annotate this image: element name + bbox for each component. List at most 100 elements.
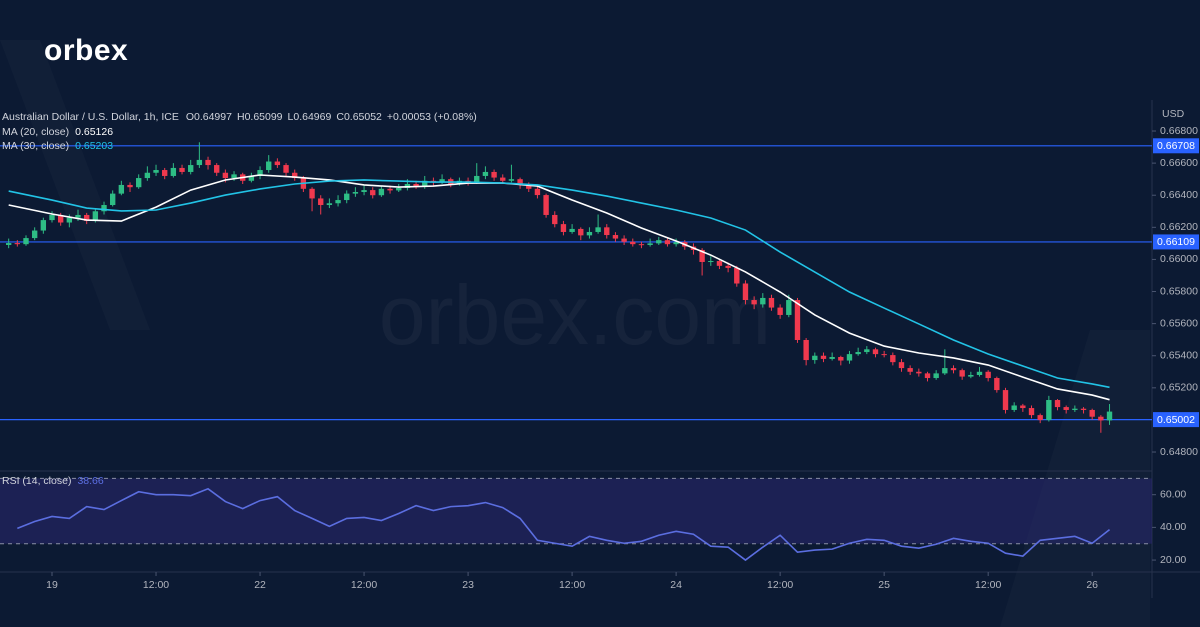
candle-body	[361, 190, 367, 193]
legend-text: 0.65203	[75, 140, 113, 152]
candle-body	[604, 227, 610, 236]
x-tick-label: 12:00	[559, 579, 585, 591]
candle-body	[439, 179, 445, 183]
candle-body	[768, 297, 775, 308]
candle-body	[1098, 416, 1104, 421]
candle-body	[352, 192, 359, 194]
level-label: 0.66109	[1157, 236, 1195, 248]
candle-body	[248, 175, 255, 181]
rsi-band	[0, 478, 1152, 544]
x-tick-label: 19	[46, 579, 58, 591]
candle-body	[196, 159, 203, 166]
candle-body	[66, 217, 73, 223]
candle-body	[1080, 408, 1087, 410]
candle-body	[638, 244, 645, 246]
candle-body	[5, 243, 12, 245]
legend-text: O	[186, 111, 194, 123]
candle-body	[1020, 405, 1026, 409]
y-tick-label: 0.66800	[1160, 125, 1198, 137]
y-tick-label: 0.65800	[1160, 285, 1198, 297]
legend-text: 0.65126	[75, 126, 113, 138]
candle-body	[1011, 405, 1017, 410]
legend-text: Australian Dollar / U.S. Dollar, 1h, ICE	[2, 111, 179, 123]
candle-body	[890, 355, 896, 363]
candle-body	[777, 307, 783, 315]
legend-text: C	[336, 111, 344, 123]
moving-average-line	[8, 174, 1110, 401]
rsi-y-tick-label: 60.00	[1160, 488, 1186, 500]
rsi-title: RSI (14, close)	[2, 475, 71, 487]
candle-body	[586, 231, 593, 236]
candle-body	[985, 371, 991, 379]
candle-body	[292, 172, 298, 179]
candle-body	[1054, 400, 1061, 408]
candle-body	[49, 214, 55, 221]
legend-text: MA (30, close)	[2, 140, 69, 152]
candle-body	[109, 193, 116, 206]
candle-body	[1002, 390, 1009, 410]
candle-body	[742, 283, 749, 301]
candle-body	[1028, 408, 1035, 416]
candle-body	[699, 249, 705, 262]
candle-body	[127, 184, 133, 188]
y-tick-label: 0.65200	[1160, 382, 1198, 394]
candle-body	[569, 228, 575, 232]
candle-body	[387, 188, 393, 191]
candle-body	[864, 349, 870, 353]
candle-body	[205, 159, 211, 166]
candle-body	[136, 178, 142, 188]
candle-body	[309, 188, 315, 199]
candle-body	[708, 261, 714, 263]
rsi-y-tick-label: 20.00	[1160, 554, 1186, 566]
y-tick-label: 0.66400	[1160, 189, 1198, 201]
y-axis-unit: USD	[1162, 108, 1185, 120]
candle-body	[647, 243, 653, 245]
candle-body	[838, 357, 844, 361]
candle-body	[872, 349, 879, 355]
candle-body	[656, 240, 662, 244]
candle-body	[786, 300, 792, 315]
candle-body	[898, 362, 905, 369]
candle-body	[517, 179, 523, 185]
y-tick-label: 0.66200	[1160, 221, 1198, 233]
moving-average-line	[8, 179, 1110, 389]
legend-text: 0.64997	[194, 111, 232, 123]
candle-body	[976, 371, 983, 375]
x-tick-label: 12:00	[975, 579, 1001, 591]
candle-body	[907, 368, 913, 372]
candle-body	[578, 228, 584, 236]
candle-body	[404, 183, 411, 189]
candle-body	[266, 161, 272, 171]
candle-body	[846, 354, 853, 361]
candle-body	[560, 224, 567, 232]
candle-body	[552, 214, 558, 225]
legend-text: MA (20, close)	[2, 126, 69, 138]
candle-body	[179, 167, 185, 172]
candle-body	[170, 167, 177, 176]
candle-body	[924, 373, 931, 379]
level-label: 0.66708	[1157, 140, 1195, 152]
candle-body	[968, 374, 974, 377]
x-tick-label: 26	[1086, 579, 1098, 591]
candle-body	[534, 188, 541, 196]
candle-body	[101, 205, 107, 212]
candle-body	[57, 214, 64, 223]
candle-body	[153, 170, 159, 173]
candle-body	[950, 368, 957, 371]
candle-body	[760, 297, 766, 305]
rsi-y-tick-label: 40.00	[1160, 521, 1186, 533]
candle-body	[1072, 408, 1078, 410]
candle-body	[881, 354, 887, 356]
candle-body	[318, 198, 324, 206]
candle-body	[994, 378, 1000, 391]
candle-body	[413, 183, 419, 187]
legend-text: H	[237, 111, 245, 123]
overlay: USD 0.64800 0.65200 0.65400 0.65600 0.65800 0.…	[2, 108, 1199, 591]
level-label-box	[1153, 138, 1199, 154]
candle-body	[474, 175, 480, 184]
candle-body	[326, 203, 333, 206]
candle-body	[500, 177, 506, 181]
candle-body	[716, 261, 723, 266]
logo: orbex	[44, 34, 128, 67]
